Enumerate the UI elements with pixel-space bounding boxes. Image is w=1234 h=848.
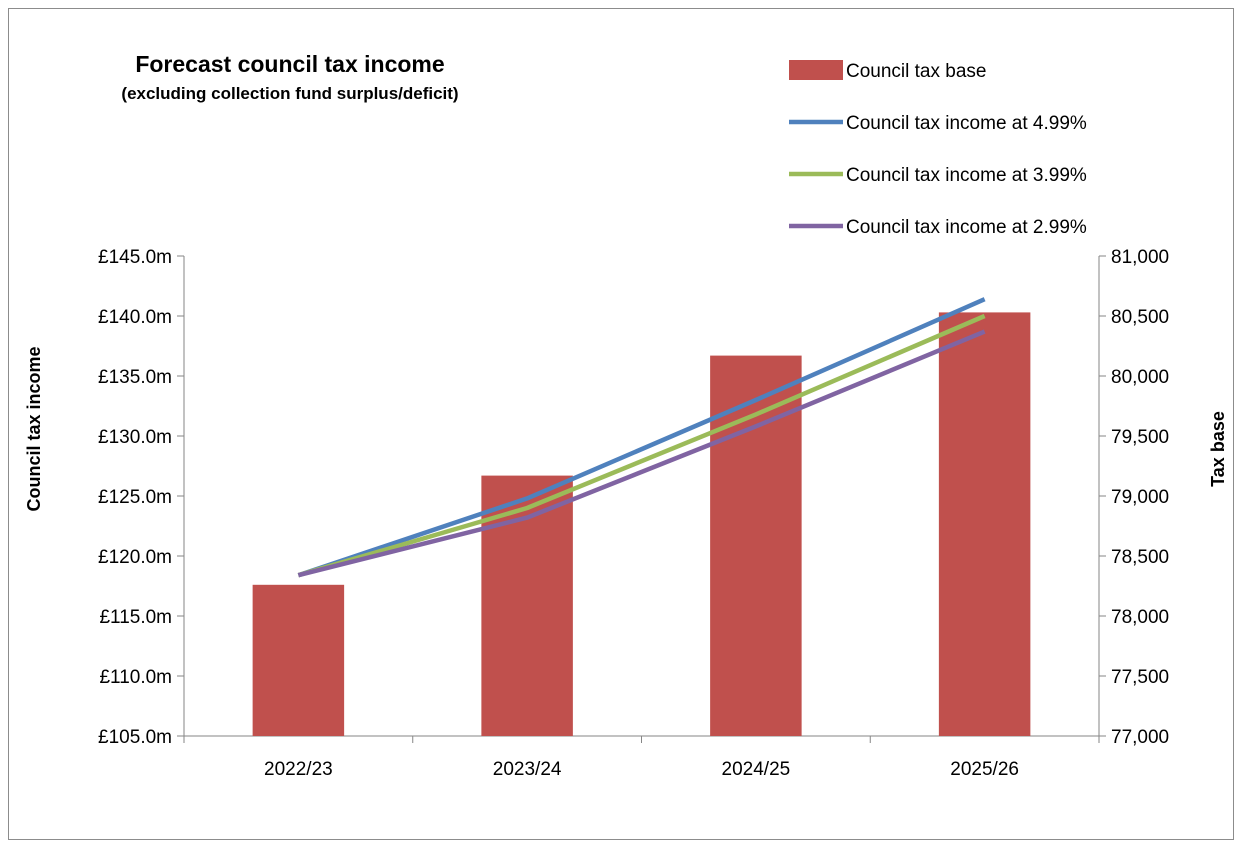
bar-series — [252, 312, 1031, 736]
bar-2022/23 — [252, 584, 345, 736]
x-tick-label: 2023/24 — [493, 759, 562, 780]
line-series — [297, 297, 986, 578]
y-left-axis-label: Council tax income — [24, 346, 44, 511]
legend-label-line-3: Council tax income at 2.99% — [846, 217, 1087, 238]
y-right-tick-label: 80,500 — [1111, 307, 1169, 328]
y-left-tick-label: £105.0m — [98, 727, 172, 748]
y-left-tick-label: £135.0m — [98, 367, 172, 388]
legend-swatch-bar — [789, 60, 843, 80]
bar-2024/25 — [710, 355, 802, 736]
y-right-axis-label: Tax base — [1208, 411, 1228, 487]
chart-svg: Forecast council tax income (excluding c… — [24, 51, 1228, 780]
line-series-2 — [297, 313, 986, 578]
y-left-tick-label: £140.0m — [98, 307, 172, 328]
y-right-tick-label: 77,500 — [1111, 667, 1169, 688]
axes: £145.0m £140.0m £135.0m £130.0m £125.0m £120.… — [98, 247, 1169, 780]
x-tick-label: 2025/26 — [950, 759, 1019, 780]
y-right-tick-label: 81,000 — [1111, 247, 1169, 268]
y-left-tick-label: £145.0m — [98, 247, 172, 268]
legend: Council tax base Council tax income at 4.… — [789, 60, 1087, 238]
chart-subtitle: (excluding collection fund surplus/defic… — [121, 84, 458, 103]
y-right-tick-label: 78,000 — [1111, 607, 1169, 628]
legend-label-line-1: Council tax income at 4.99% — [846, 113, 1087, 134]
y-right-tick-label: 79,000 — [1111, 487, 1169, 508]
y-left-tick-label: £115.0m — [99, 607, 172, 628]
y-right-tick-label: 79,500 — [1111, 427, 1169, 448]
bar-2023/24 — [481, 475, 573, 736]
y-left-tick-label: £125.0m — [98, 487, 172, 508]
y-right-tick-label: 80,000 — [1111, 367, 1169, 388]
bar-2025/26 — [938, 312, 1031, 736]
line-series-1 — [297, 297, 986, 578]
legend-label-line-2: Council tax income at 3.99% — [846, 165, 1087, 186]
y-right-tick-label: 78,500 — [1111, 547, 1169, 568]
y-left-tick-label: £110.0m — [99, 667, 172, 688]
y-right-tick-label: 77,000 — [1111, 727, 1169, 748]
chart-frame: Forecast council tax income (excluding c… — [8, 8, 1234, 840]
y-left-tick-label: £120.0m — [98, 547, 172, 568]
chart-title: Forecast council tax income — [135, 51, 444, 77]
line-series-3 — [297, 329, 986, 578]
legend-label-bar: Council tax base — [846, 61, 986, 82]
y-left-tick-label: £130.0m — [98, 427, 172, 448]
x-tick-label: 2024/25 — [722, 759, 791, 780]
x-tick-label: 2022/23 — [264, 759, 333, 780]
